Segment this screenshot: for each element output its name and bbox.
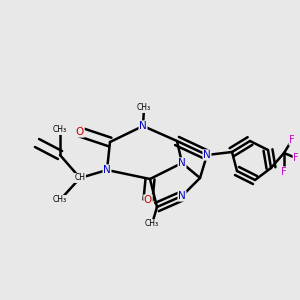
Text: O: O xyxy=(144,195,152,205)
Text: F: F xyxy=(293,153,299,163)
Text: N: N xyxy=(103,165,111,175)
Text: N: N xyxy=(178,158,186,168)
Text: N: N xyxy=(203,150,211,160)
Text: F: F xyxy=(281,167,287,177)
Text: O: O xyxy=(76,127,84,137)
Text: N: N xyxy=(178,191,186,201)
Text: CH: CH xyxy=(74,173,86,182)
Text: CH₃: CH₃ xyxy=(53,196,67,205)
Text: CH₃: CH₃ xyxy=(53,125,67,134)
Text: CH₃: CH₃ xyxy=(145,220,159,229)
Text: N: N xyxy=(139,121,147,131)
Text: F: F xyxy=(289,135,295,145)
Text: CH₃: CH₃ xyxy=(137,103,151,112)
